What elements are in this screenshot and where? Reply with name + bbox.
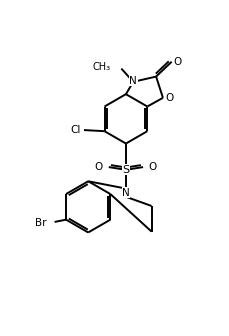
Text: CH₃: CH₃ xyxy=(93,62,111,73)
Text: O: O xyxy=(95,162,103,172)
Text: N: N xyxy=(129,76,137,86)
Text: O: O xyxy=(165,93,174,103)
Text: Cl: Cl xyxy=(70,125,81,135)
Text: N: N xyxy=(122,188,130,198)
Text: S: S xyxy=(122,165,129,175)
Text: O: O xyxy=(149,162,157,172)
Text: O: O xyxy=(173,57,181,67)
Text: Br: Br xyxy=(35,218,47,228)
